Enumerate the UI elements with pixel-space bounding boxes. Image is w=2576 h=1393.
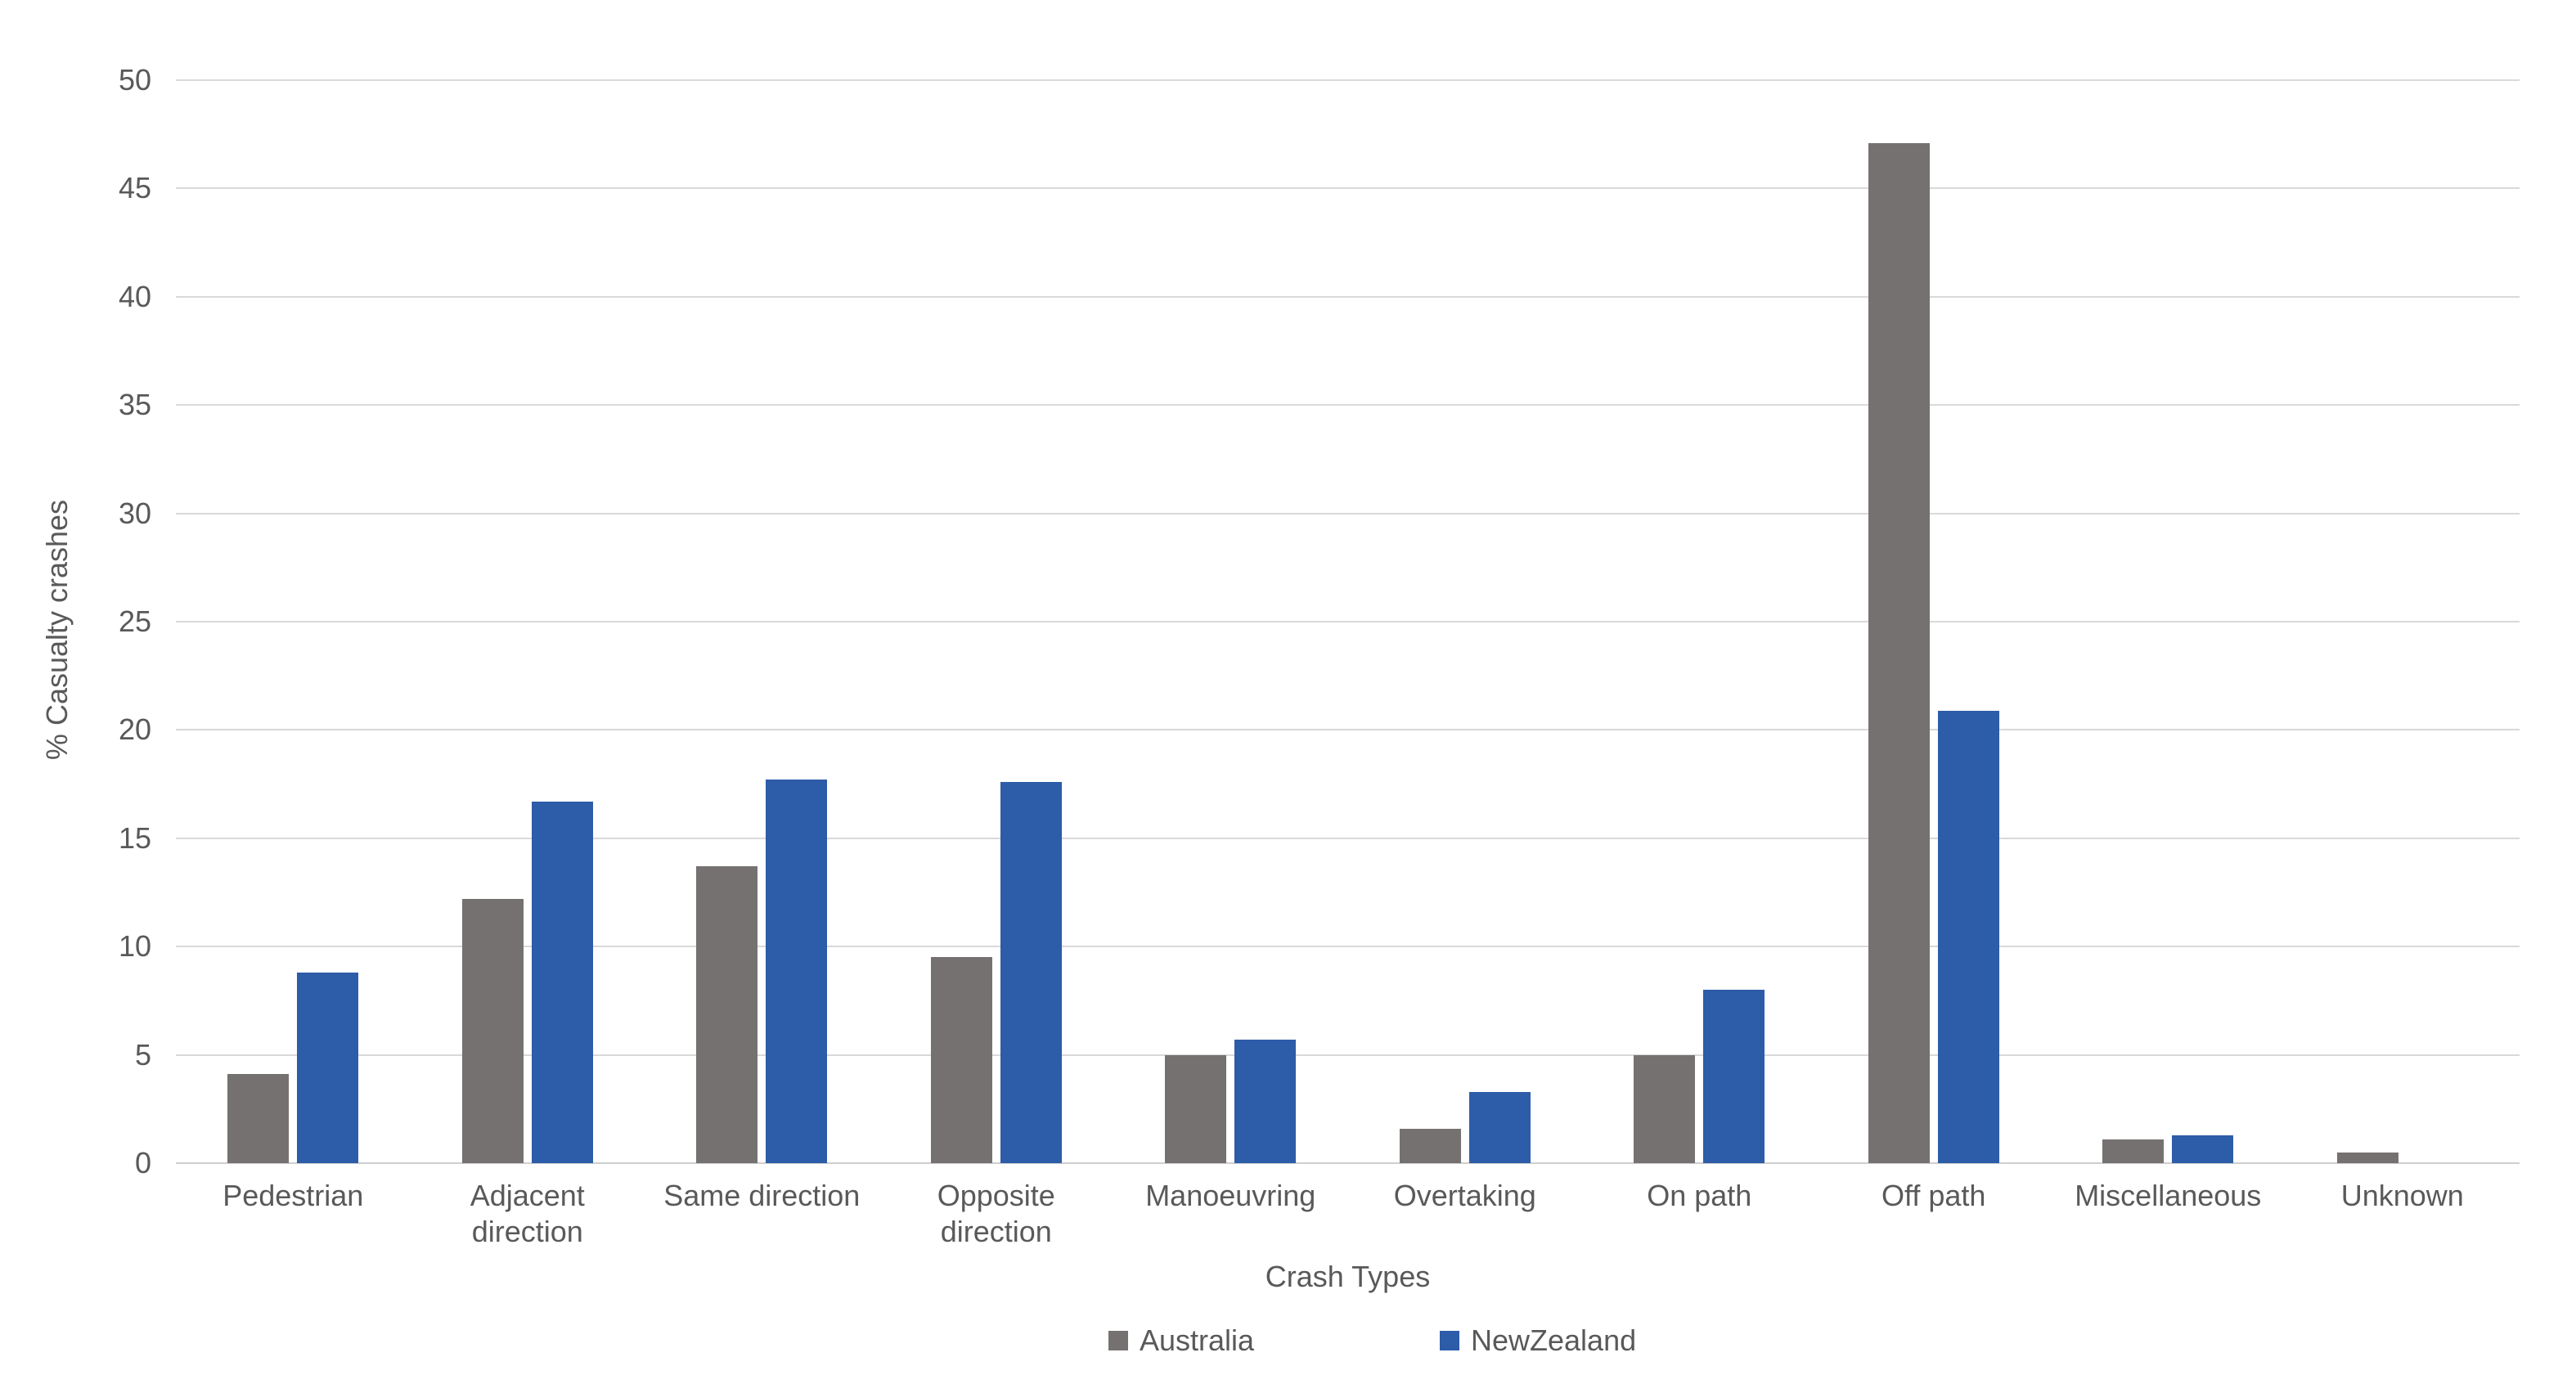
bar-australia-overtaking	[1399, 1128, 1461, 1163]
legend-swatch-icon	[1108, 1331, 1128, 1350]
gridline	[176, 621, 2520, 622]
y-tick-label: 35	[118, 388, 151, 422]
x-axis-line	[176, 1162, 2520, 1164]
legend-item-australia: Australia	[1108, 1323, 1254, 1358]
bar-australia-opposite-direction	[930, 957, 992, 1163]
x-category-label: Opposite direction	[937, 1179, 1055, 1248]
bar-newzealand-same-direction	[766, 780, 828, 1163]
bar-newzealand-off-path	[1937, 710, 1999, 1163]
gridline	[176, 187, 2520, 190]
bar-australia-on-path	[1634, 1054, 1696, 1163]
legend-label: NewZealand	[1471, 1323, 1637, 1357]
legend-swatch-icon	[1440, 1331, 1459, 1350]
gridline	[176, 79, 2520, 81]
bar-australia-miscellaneous	[2102, 1139, 2165, 1163]
x-category-label: Miscellaneous	[2075, 1179, 2262, 1212]
bar-newzealand-opposite-direction	[1000, 781, 1062, 1163]
x-category-label: Overtaking	[1393, 1179, 1536, 1212]
x-category-label: Same direction	[663, 1179, 861, 1212]
x-category-label: On path	[1647, 1179, 1752, 1212]
legend-label: Australia	[1140, 1323, 1255, 1357]
legend-item-newzealand: NewZealand	[1440, 1323, 1636, 1358]
legend: Australia NewZealand	[0, 1323, 2576, 1373]
bar-newzealand-adjacent-direction	[531, 801, 593, 1163]
bar-newzealand-manoeuvring	[1234, 1040, 1297, 1163]
gridline	[176, 837, 2520, 839]
y-tick-label: 0	[134, 1146, 151, 1180]
y-tick-label: 50	[118, 63, 151, 97]
bar-australia-same-direction	[696, 866, 758, 1163]
gridline	[176, 512, 2520, 515]
bar-newzealand-on-path	[1703, 990, 1765, 1163]
y-tick-label: 20	[118, 712, 151, 747]
gridline	[176, 1054, 2520, 1056]
x-category-label: Pedestrian	[223, 1179, 364, 1212]
x-category-label: Adjacent direction	[470, 1179, 585, 1248]
gridline	[176, 404, 2520, 407]
bar-australia-unknown	[2336, 1152, 2398, 1163]
y-tick-label: 40	[118, 279, 151, 313]
gridline	[176, 946, 2520, 948]
gridline	[176, 729, 2520, 731]
y-tick-label: 25	[118, 604, 151, 638]
x-category-label: Unknown	[2340, 1179, 2464, 1212]
y-tick-label: 10	[118, 929, 151, 964]
bar-newzealand-overtaking	[1468, 1091, 1531, 1163]
x-category-label: Manoeuvring	[1145, 1179, 1316, 1212]
y-tick-label: 5	[134, 1037, 151, 1072]
x-axis-title: Crash Types	[1265, 1260, 1431, 1293]
bar-newzealand-pedestrian	[297, 972, 359, 1163]
gridline	[176, 295, 2520, 298]
bar-australia-adjacent-direction	[461, 898, 524, 1163]
y-tick-label: 45	[118, 171, 151, 205]
bar-australia-off-path	[1868, 142, 1930, 1163]
x-category-label: Off path	[1881, 1179, 1986, 1212]
bar-newzealand-miscellaneous	[2172, 1135, 2234, 1163]
bar-australia-manoeuvring	[1165, 1054, 1227, 1163]
y-tick-label: 30	[118, 496, 151, 530]
y-tick-label: 15	[118, 820, 151, 855]
bar-australia-pedestrian	[227, 1074, 290, 1163]
